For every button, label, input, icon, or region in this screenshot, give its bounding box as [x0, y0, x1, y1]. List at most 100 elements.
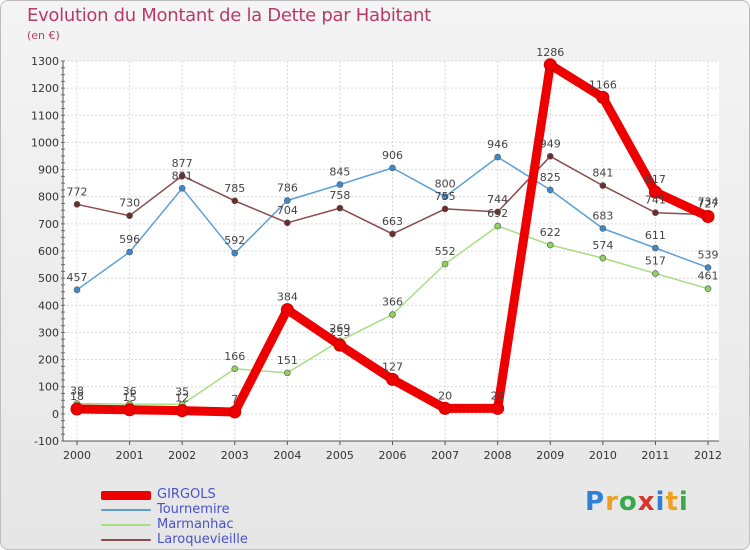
data-point-girgols [333, 338, 347, 352]
chart-title: Evolution du Montant de la Dette par Hab… [27, 5, 431, 26]
data-label-laroquevieille: 663 [382, 215, 403, 228]
data-point-marmanhac [441, 260, 449, 268]
y-tick-label: 800 [38, 191, 59, 204]
data-label-girgols: 18 [70, 390, 84, 403]
data-point-tournemire [389, 164, 396, 172]
x-tick-label: 2006 [379, 449, 407, 462]
data-label-girgols: 727 [698, 198, 719, 211]
data-point-marmanhac [494, 222, 501, 230]
data-point-girgols [701, 210, 715, 224]
x-tick-label: 2001 [116, 449, 144, 462]
x-tick-label: 2003 [221, 449, 249, 462]
legend-label-tournemire: Tournemire [157, 502, 230, 517]
data-label-marmanhac: 38 [70, 385, 84, 398]
data-point-girgols [70, 402, 84, 416]
data-point-laroquevieille [599, 182, 607, 189]
data-point-marmanhac [652, 270, 659, 277]
data-point-tournemire [652, 244, 659, 252]
data-label-marmanhac: 552 [435, 245, 456, 258]
data-label-laroquevieille: 734 [698, 196, 719, 209]
y-tick-label: 400 [38, 299, 59, 312]
data-point-tournemire [284, 197, 291, 204]
legend-swatch-tournemire [101, 509, 151, 511]
data-point-girgols [596, 90, 610, 104]
x-tick-label: 2011 [641, 449, 669, 462]
data-label-girgols: 1286 [536, 46, 564, 59]
data-label-laroquevieille: 755 [435, 190, 456, 203]
data-point-girgols [228, 405, 242, 419]
x-tick-label: 2012 [694, 449, 722, 462]
x-tick-label: 2007 [431, 449, 459, 462]
data-point-laroquevieille [126, 212, 133, 220]
data-point-girgols [438, 401, 452, 415]
chart-subtitle: (en €) [27, 29, 60, 42]
legend-swatch-girgols [101, 490, 151, 500]
data-point-tournemire [231, 249, 239, 257]
data-point-marmanhac [389, 311, 396, 318]
data-label-girgols: 20 [438, 389, 452, 402]
data-label-marmanhac: 574 [592, 239, 613, 252]
y-tick-label: 100 [38, 381, 59, 394]
data-label-tournemire: 845 [329, 166, 350, 179]
y-tick-label: 1000 [31, 136, 59, 149]
data-point-marmanhac [599, 254, 607, 262]
data-point-girgols [175, 404, 189, 418]
data-label-laroquevieille: 704 [277, 204, 298, 217]
logo-letter: r [605, 487, 619, 517]
data-label-tournemire: 906 [382, 149, 403, 162]
data-label-laroquevieille: 841 [592, 167, 613, 180]
data-label-laroquevieille: 730 [119, 197, 140, 210]
data-point-laroquevieille [389, 230, 396, 238]
data-point-girgols [280, 303, 294, 317]
data-point-laroquevieille [178, 172, 186, 180]
legend-swatch-laroquevieille [101, 539, 151, 541]
x-tick-label: 2002 [168, 449, 196, 462]
data-label-tournemire: 825 [540, 171, 561, 184]
legend-swatch-marmanhac [101, 524, 151, 526]
data-label-tournemire: 683 [592, 209, 613, 222]
y-tick-label: 900 [38, 164, 59, 177]
data-label-marmanhac: 622 [540, 226, 561, 239]
data-label-girgols: 817 [645, 173, 666, 186]
data-label-marmanhac: 461 [698, 270, 719, 283]
data-point-tournemire [73, 286, 81, 294]
data-label-tournemire: 539 [698, 249, 719, 262]
x-tick-label: 2005 [326, 449, 354, 462]
data-label-marmanhac: 366 [382, 296, 403, 309]
logo-letter: i [655, 487, 666, 517]
legend-label-girgols: GIRGOLS [157, 487, 216, 502]
data-point-tournemire [178, 185, 186, 192]
legend-label-marmanhac: Marmanhac [157, 517, 234, 532]
data-label-girgols: 7 [231, 393, 238, 406]
data-point-tournemire [599, 225, 607, 232]
logo-letter: i [678, 487, 689, 517]
x-tick-label: 2010 [589, 449, 617, 462]
logo-letter: o [618, 487, 638, 517]
data-label-marmanhac: 36 [123, 385, 137, 398]
y-tick-label: 500 [38, 272, 59, 285]
y-tick-label: 1300 [31, 55, 59, 68]
data-label-girgols: 12 [175, 392, 189, 405]
data-point-laroquevieille [231, 197, 239, 205]
proxiti-logo: Proxiti [585, 487, 689, 517]
logo-letter: P [585, 487, 606, 517]
x-tick-label: 2004 [273, 449, 301, 462]
data-point-tournemire [126, 248, 133, 256]
data-label-girgols: 1166 [589, 78, 617, 91]
data-label-girgols: 20 [491, 389, 505, 402]
data-label-girgols: 384 [277, 291, 298, 304]
data-label-marmanhac: 692 [487, 207, 508, 220]
data-point-laroquevieille [73, 201, 81, 208]
data-point-tournemire [546, 186, 554, 194]
data-point-girgols [386, 372, 399, 386]
data-label-marmanhac: 166 [224, 350, 245, 363]
y-tick-label: 300 [38, 326, 59, 339]
y-tick-label: 0 [52, 408, 59, 421]
data-point-girgols [648, 185, 662, 199]
x-tick-label: 2009 [536, 449, 564, 462]
data-label-marmanhac: 517 [645, 255, 666, 268]
data-label-laroquevieille: 758 [329, 189, 350, 202]
data-label-girgols: 127 [382, 360, 403, 373]
y-tick-label: 200 [38, 354, 59, 367]
